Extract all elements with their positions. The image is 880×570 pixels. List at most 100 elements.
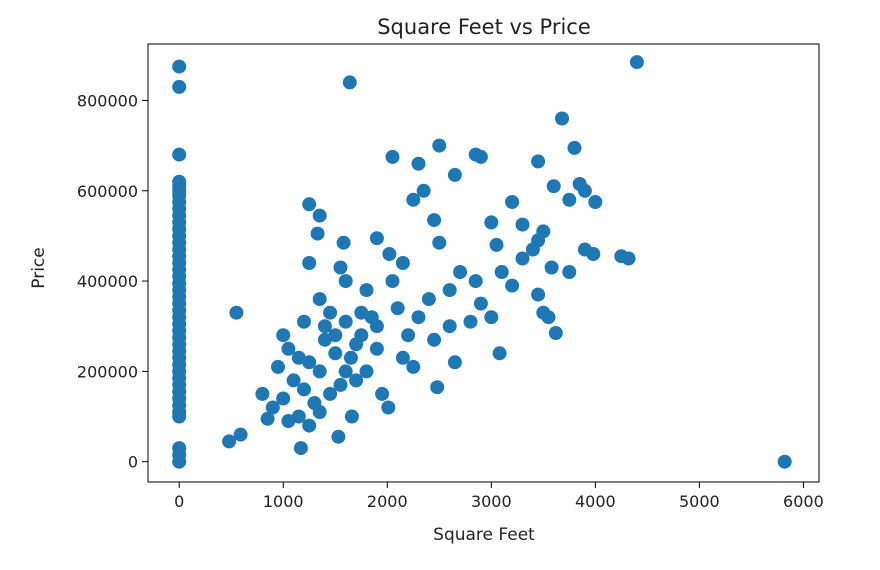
scatter-point bbox=[328, 346, 343, 361]
scatter-point bbox=[343, 350, 358, 365]
scatter-point bbox=[621, 251, 636, 266]
scatter-point bbox=[515, 251, 530, 266]
scatter-point bbox=[323, 386, 338, 401]
scatter-point bbox=[395, 256, 410, 270]
scatter-point bbox=[317, 319, 332, 334]
y-tick-label: 400000 bbox=[77, 272, 138, 291]
y-tick-label: 600000 bbox=[77, 182, 138, 201]
scatter-point bbox=[336, 235, 351, 250]
scatter-points bbox=[172, 55, 792, 469]
scatter-point bbox=[276, 328, 291, 343]
scatter-point bbox=[291, 350, 306, 365]
scatter-point bbox=[515, 217, 530, 232]
scatter-point bbox=[382, 247, 397, 261]
scatter-point bbox=[229, 305, 244, 320]
scatter-point bbox=[416, 183, 431, 198]
scatter-point bbox=[312, 405, 327, 419]
scatter-point bbox=[271, 359, 285, 374]
scatter-point bbox=[338, 364, 353, 379]
scatter-point bbox=[473, 296, 488, 311]
scatter-point bbox=[364, 310, 379, 325]
scatter-point bbox=[447, 167, 462, 182]
scatter-point bbox=[525, 242, 540, 257]
scatter-point bbox=[369, 231, 384, 246]
scatter-point bbox=[302, 418, 317, 433]
scatter-point bbox=[255, 386, 270, 401]
scatter-point bbox=[281, 341, 296, 356]
x-tick-label: 5000 bbox=[679, 492, 720, 511]
scatter-point bbox=[338, 314, 353, 329]
y-tick-label: 800000 bbox=[77, 91, 138, 110]
scatter-point bbox=[531, 154, 546, 169]
scatter-point bbox=[588, 195, 603, 209]
scatter-point bbox=[276, 391, 291, 406]
scatter-point bbox=[447, 355, 462, 370]
scatter-point bbox=[354, 328, 369, 343]
scatter-point bbox=[369, 341, 384, 356]
scatter-point bbox=[172, 79, 187, 94]
x-tick-label: 0 bbox=[174, 492, 184, 511]
scatter-point bbox=[297, 314, 311, 329]
scatter-point bbox=[359, 364, 374, 379]
scatter-point bbox=[331, 429, 346, 444]
scatter-point bbox=[342, 75, 357, 90]
scatter-point bbox=[430, 380, 445, 395]
scatter-point bbox=[172, 147, 187, 162]
scatter-point bbox=[555, 111, 569, 126]
scatter-point bbox=[381, 400, 396, 415]
scatter-point bbox=[333, 260, 348, 275]
x-tick-label: 6000 bbox=[783, 492, 824, 511]
x-tick-label: 1000 bbox=[263, 492, 304, 511]
scatter-point bbox=[293, 441, 308, 456]
scatter-point bbox=[432, 235, 447, 250]
x-axis-label: Square Feet bbox=[433, 525, 535, 545]
scatter-point bbox=[265, 400, 280, 415]
scatter-point bbox=[281, 414, 296, 428]
plot-area-frame bbox=[147, 43, 820, 483]
chart-title: Square Feet vs Price bbox=[377, 15, 591, 39]
y-tick-label: 200000 bbox=[77, 362, 138, 381]
scatter-point bbox=[390, 301, 405, 316]
scatter-point bbox=[544, 260, 559, 275]
scatter-point bbox=[286, 373, 301, 388]
scatter-point bbox=[505, 195, 520, 209]
scatter-point bbox=[562, 192, 577, 207]
scatter-point bbox=[312, 364, 327, 379]
scatter-point bbox=[359, 283, 374, 298]
x-tick-label: 3000 bbox=[471, 492, 512, 511]
scatter-point bbox=[463, 314, 478, 329]
scatter-point bbox=[777, 454, 792, 469]
scatter-point bbox=[349, 373, 364, 388]
scatter-point bbox=[629, 55, 644, 70]
y-axis: 0 200000 400000 600000 800000 bbox=[77, 91, 148, 472]
scatter-point bbox=[484, 215, 499, 230]
scatter-point bbox=[172, 59, 187, 74]
y-axis-label: Price bbox=[29, 247, 49, 288]
scatter-point bbox=[531, 287, 546, 302]
scatter-point bbox=[344, 409, 359, 424]
scatter-point bbox=[432, 138, 447, 153]
scatter-point bbox=[375, 386, 390, 401]
scatter-point bbox=[453, 265, 468, 279]
scatter-point bbox=[302, 197, 317, 212]
scatter-point bbox=[468, 274, 483, 289]
scatter-point bbox=[421, 292, 436, 307]
x-tick-label: 2000 bbox=[367, 492, 408, 511]
scatter-point bbox=[546, 179, 561, 194]
scatter-point bbox=[406, 192, 421, 207]
scatter-point bbox=[401, 328, 416, 343]
scatter-point bbox=[323, 305, 338, 320]
scatter-point bbox=[577, 183, 592, 198]
scatter-point bbox=[492, 346, 507, 361]
scatter-point bbox=[411, 156, 426, 171]
scatter-point bbox=[473, 149, 488, 164]
scatter-point bbox=[385, 274, 400, 289]
scatter-point bbox=[328, 328, 343, 343]
scatter-point bbox=[338, 274, 353, 289]
scatter-point bbox=[172, 454, 187, 469]
scatter-point bbox=[494, 265, 509, 279]
scatter-point bbox=[489, 237, 504, 252]
scatter-point bbox=[427, 213, 442, 228]
scatter-point bbox=[395, 350, 410, 365]
